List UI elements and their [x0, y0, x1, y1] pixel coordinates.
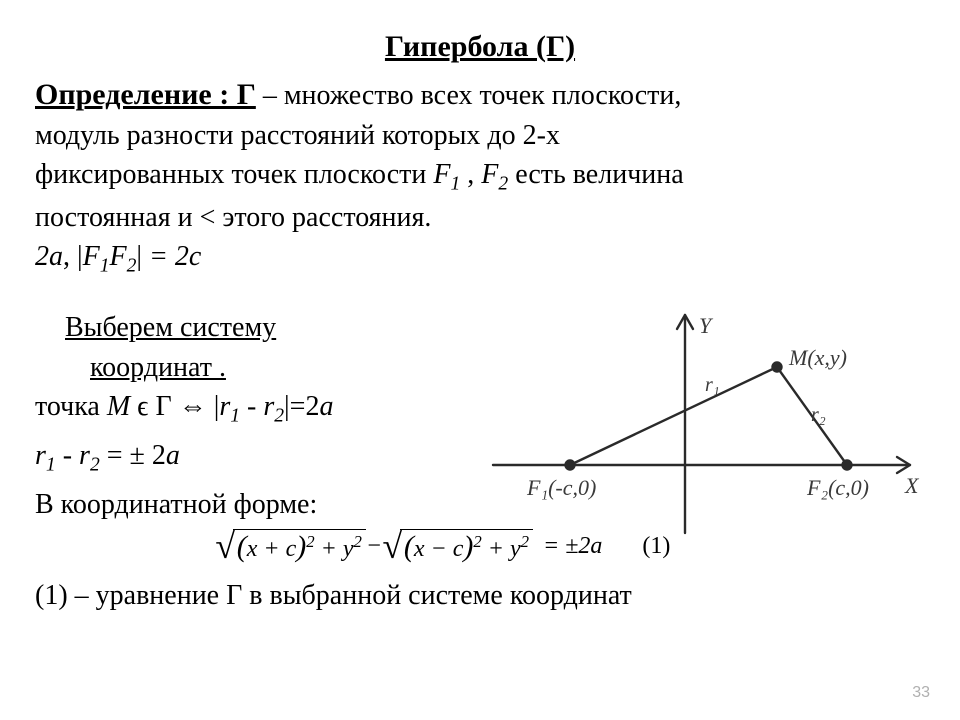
rad1-inner: x + c: [247, 536, 297, 562]
f2: F2: [481, 159, 508, 190]
diff-b: = ± 2: [100, 440, 166, 471]
mem-c: -: [240, 391, 263, 422]
definition-label: Определение : Г: [35, 78, 256, 111]
rad2-inner: x − c: [414, 536, 464, 562]
hyperbola-diagram: Y X M(x,y) r₁ r₂ F₁(-c,0) F₂(c,0): [485, 305, 925, 545]
definition-block: Определение : Г – множество всех точек п…: [35, 74, 925, 280]
letter-M: М: [107, 391, 130, 422]
diff-a: -: [56, 440, 79, 471]
mem-b: ϵ Г ⇔ |: [130, 391, 219, 422]
eq-2c: = 2с: [142, 241, 201, 272]
r1: r1: [219, 391, 240, 422]
r1-b: r1: [35, 440, 56, 471]
letter-a2: а: [166, 440, 180, 471]
f1f2: F1F2: [83, 241, 137, 272]
mem-d: |=2: [284, 391, 319, 422]
f1: F1: [433, 159, 460, 190]
r2: r2: [263, 391, 284, 422]
slide: Гипербола (Г) Определение : Г – множеств…: [0, 0, 960, 720]
r2-label: r₂: [811, 404, 826, 426]
f2-label: F₂(c,0): [806, 475, 869, 500]
foci-notation: 2а, |F1F2| = 2с: [35, 241, 201, 272]
mem-a: точка: [35, 391, 107, 422]
f1-label: F₁(-c,0): [526, 475, 596, 500]
r1-label: r₁: [705, 374, 720, 396]
point-m-label: M(x,y): [788, 345, 847, 370]
def-line3b: есть величина: [508, 159, 683, 190]
conclusion: (1) – уравнение Г в выбранной системе ко…: [35, 576, 925, 615]
page-number: 33: [912, 684, 930, 702]
plus-y2-a: + y: [315, 536, 354, 562]
def-line3a: фиксированных точек плоскости: [35, 159, 433, 190]
def-line2: модуль разности расстояний которых до 2-…: [35, 120, 560, 151]
letter-a: а: [319, 391, 333, 422]
def-line1-tail: – множество всех точек плоскости,: [256, 80, 682, 111]
sqrt-1: √ (x + c)2 + y2: [215, 528, 366, 564]
axis-x-label: X: [904, 473, 920, 498]
slide-title: Гипербола (Г): [35, 30, 925, 64]
minus-sign: −: [366, 533, 382, 560]
axis-y-label: Y: [699, 313, 714, 338]
def-line4: постоянная и < этого расстояния.: [35, 202, 431, 233]
two-a: 2а: [35, 241, 63, 272]
r2-b: r2: [79, 440, 100, 471]
